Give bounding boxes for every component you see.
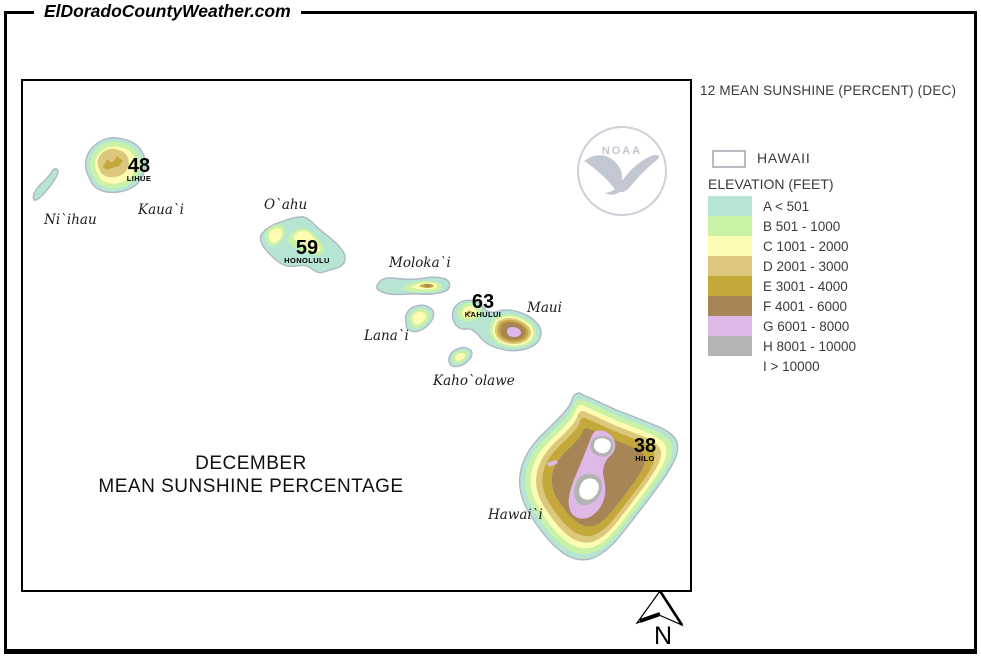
legend-row: H 8001 - 10000 (708, 336, 856, 356)
station-city: HILO (635, 454, 655, 463)
legend-label-h: H 8001 - 10000 (763, 338, 857, 354)
legend-label-g: G 6001 - 8000 (763, 318, 850, 334)
island-label-niihau: Ni`ihau (44, 212, 97, 228)
station-honolulu: 59 HONOLULU (284, 237, 330, 265)
map-title: DECEMBER MEAN SUNSHINE PERCENTAGE (98, 452, 403, 498)
island-label-maui: Maui (527, 300, 562, 316)
station-city: HONOLULU (284, 256, 330, 265)
legend-swatch-f (708, 296, 752, 316)
legend-row: I > 10000 (708, 356, 856, 376)
station-city: LIHUE (126, 174, 152, 183)
island-label-oahu: O`ahu (264, 197, 308, 213)
legend-swatch-b (708, 216, 752, 236)
station-kahului: 63 KAHULUI (464, 291, 502, 319)
niihau-island (32, 168, 59, 201)
site-title-link[interactable]: ElDoradoCountyWeather.com (34, 1, 301, 22)
legend-label-i: I > 10000 (763, 358, 820, 374)
maui-island (451, 299, 542, 352)
legend-swatch-a (708, 196, 752, 216)
station-value: 59 (295, 237, 319, 259)
legend-swatch-c (708, 236, 752, 256)
legend-label-b: B 501 - 1000 (763, 218, 841, 234)
legend-row: G 6001 - 8000 (708, 316, 856, 336)
legend-swatch-h (708, 336, 752, 356)
noaa-bird-icon (584, 155, 660, 193)
oahu-island (259, 216, 346, 274)
station-city: KAHULUI (464, 310, 502, 319)
legend-row: E 3001 - 4000 (708, 276, 856, 296)
legend-swatch-e (708, 276, 752, 296)
legend-label-e: E 3001 - 4000 (763, 278, 848, 294)
station-hilo: 38 HILO (633, 435, 657, 463)
legend-row: F 4001 - 6000 (708, 296, 856, 316)
station-lihue: 48 LIHUE (126, 155, 152, 183)
island-label-lanai: Lana`i (364, 328, 409, 344)
kahoolawe-island (448, 346, 473, 368)
island-label-kahoolawe: Kaho`olawe (433, 373, 515, 389)
north-label: N (653, 622, 673, 650)
elevation-heading: ELEVATION (FEET) (708, 176, 834, 192)
legend-label-f: F 4001 - 6000 (763, 298, 848, 314)
legend-row: C 1001 - 2000 (708, 236, 856, 256)
hawaii-region-swatch (712, 150, 746, 168)
noaa-bird-tail (605, 182, 623, 195)
legend-heading: 12 MEAN SUNSHINE (PERCENT) (DEC) (700, 83, 957, 98)
island-label-hawaii: Hawai`i (488, 507, 543, 523)
map-title-line2: MEAN SUNSHINE PERCENTAGE (98, 476, 404, 497)
island-label-kauai: Kaua`i (138, 202, 184, 218)
legend-swatch-g (708, 316, 752, 336)
station-value: 48 (127, 155, 151, 177)
map-title-line1: DECEMBER (195, 453, 307, 474)
legend-row: D 2001 - 3000 (708, 256, 856, 276)
lanai-island (404, 304, 435, 333)
legend-row: B 501 - 1000 (708, 216, 856, 236)
hawaii-region-label: HAWAII (757, 150, 811, 166)
legend-swatch-i (708, 356, 752, 376)
noaa-label: NOAA (602, 145, 642, 157)
legend-swatch-d (708, 256, 752, 276)
noaa-logo: NOAA (577, 126, 667, 216)
hawaii-big-island (518, 392, 679, 561)
elevation-legend: A < 501 B 501 - 1000 C 1001 - 2000 D 200… (708, 196, 856, 376)
legend-label-a: A < 501 (763, 198, 810, 214)
legend-label-c: C 1001 - 2000 (763, 238, 849, 254)
station-value: 63 (471, 291, 495, 313)
legend-label-d: D 2001 - 3000 (763, 258, 849, 274)
legend-row: A < 501 (708, 196, 856, 216)
page-border (4, 11, 977, 654)
north-arrow-icon (635, 589, 684, 627)
hawaii-islands-map (32, 136, 679, 561)
island-label-molokai: Moloka`i (389, 255, 451, 271)
molokai-island (376, 276, 451, 296)
station-value: 38 (633, 435, 657, 457)
noaa-circle (577, 126, 667, 216)
kauai-island (84, 136, 146, 194)
map-panel: NOAA Ni`ihau Kaua`i O`ahu Moloka`i Lana`… (21, 79, 692, 592)
